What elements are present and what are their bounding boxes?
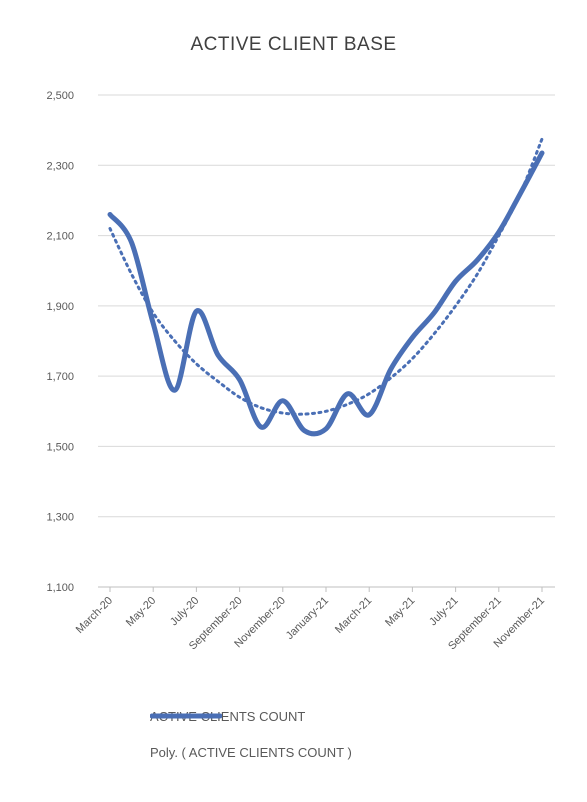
x-tick-label: July-21 bbox=[427, 595, 461, 629]
x-tick-label: May-21 bbox=[383, 595, 417, 629]
chart-title: ACTIVE CLIENT BASE bbox=[190, 34, 397, 55]
y-tick-label: 1,100 bbox=[46, 582, 74, 594]
x-tick-label: March-20 bbox=[74, 595, 115, 636]
x-tick-label: March-21 bbox=[333, 595, 374, 636]
series-line-active-clients bbox=[107, 150, 545, 437]
legend-label-poly: Poly. ( ACTIVE CLIENTS COUNT ) bbox=[150, 744, 352, 760]
y-tick-label: 2,300 bbox=[46, 160, 74, 172]
series-line-poly-trend bbox=[108, 137, 544, 416]
x-tick-label: July-20 bbox=[168, 595, 202, 629]
x-tick-label: January-21 bbox=[284, 595, 331, 642]
y-tick-label: 1,900 bbox=[46, 301, 74, 313]
legend-item-poly: Poly. ( ACTIVE CLIENTS COUNT ) bbox=[150, 714, 352, 762]
y-tick-label: 1,700 bbox=[46, 371, 74, 383]
y-tick-label: 2,100 bbox=[46, 231, 74, 243]
y-tick-label: 1,500 bbox=[46, 441, 74, 453]
y-tick-label: 2,500 bbox=[46, 90, 74, 102]
legend: ACTIVE CLIENTS COUNT Poly. ( ACTIVE CLIE… bbox=[150, 706, 352, 762]
x-tick-label: May-20 bbox=[124, 595, 158, 629]
legend-label-actual: ACTIVE CLIENTS COUNT bbox=[150, 708, 306, 724]
legend-swatch-dotted bbox=[150, 714, 222, 718]
y-tick-label: 1,300 bbox=[46, 512, 74, 524]
